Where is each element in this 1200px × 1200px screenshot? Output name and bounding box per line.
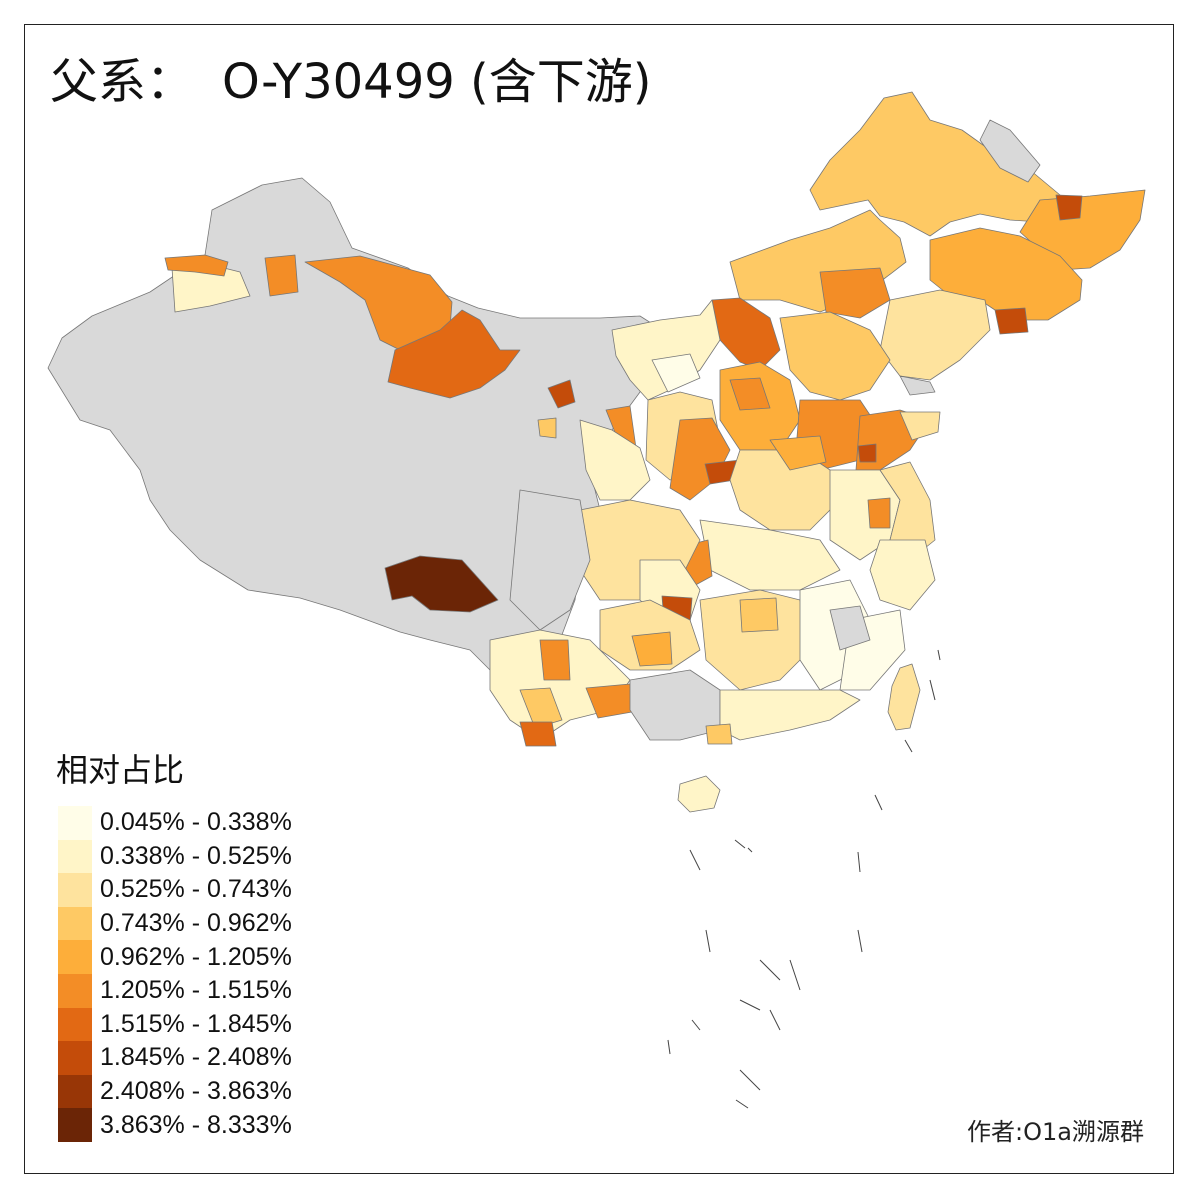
legend-item: 0.962% - 1.205% <box>58 940 292 974</box>
region-hunan <box>699 589 811 691</box>
region-yunnan-orange <box>539 639 571 681</box>
legend-swatch <box>58 1041 92 1075</box>
region-liaoning <box>879 289 991 381</box>
legend-swatch <box>58 1007 92 1042</box>
region-yunnan-xishuang <box>519 721 557 747</box>
author-credit: 作者:O1a溯源群 <box>967 1118 1144 1146</box>
region-inner-mongolia-hohhot <box>711 297 781 371</box>
legend-swatch <box>58 839 92 874</box>
region-inner-mongolia-mid <box>819 267 891 319</box>
legend-item: 0.045% - 0.338% <box>58 806 292 840</box>
legend-swatch <box>58 1074 92 1109</box>
region-yunnan <box>489 629 631 741</box>
legend-label: 1.205% - 1.515% <box>100 976 292 1005</box>
region-shandong-east <box>899 411 941 441</box>
legend-swatch <box>58 806 92 840</box>
region-xj-tacheng <box>164 254 229 277</box>
legend-item: 1.515% - 1.845% <box>58 1007 292 1042</box>
legend: 0.045% - 0.338% 0.338% - 0.525% 0.525% - 0… <box>58 806 292 1142</box>
region-guangdong-orange <box>705 723 733 745</box>
legend-item: 2.408% - 3.863% <box>58 1074 292 1109</box>
legend-label: 1.515% - 1.845% <box>100 1009 292 1038</box>
title-prefix: 父系： <box>50 54 195 110</box>
legend-label: 1.845% - 2.408% <box>100 1043 292 1072</box>
legend-swatch <box>58 906 92 941</box>
region-guizhou-orange <box>631 631 673 667</box>
region-heilongjiang-north <box>809 91 1071 237</box>
legend-title: 相对占比 <box>56 751 185 789</box>
legend-label: 0.962% - 1.205% <box>100 942 292 971</box>
legend-item: 3.863% - 8.333% <box>58 1108 292 1142</box>
region-nodata-ne <box>979 119 1041 183</box>
region-xj-bortala <box>264 254 299 297</box>
legend-label: 0.338% - 0.525% <box>100 841 292 870</box>
region-xj-turpan <box>387 309 521 399</box>
region-inner-mongolia-west <box>611 299 721 401</box>
region-sichuan-west <box>509 489 591 631</box>
region-shaanxi-mid <box>669 417 731 501</box>
region-jiangsu-orange <box>867 497 891 529</box>
title-haplogroup: O-Y30499 (含下游) <box>222 54 652 110</box>
region-nodata-liaodong <box>899 375 936 396</box>
region-gansu-east <box>579 419 651 501</box>
legend-swatch <box>58 973 92 1008</box>
region-hunan-orange <box>739 597 779 633</box>
region-qinghai-haixi <box>547 379 576 409</box>
region-yunnan-south <box>519 687 563 729</box>
legend-item: 0.525% - 0.743% <box>58 873 292 907</box>
legend-label: 3.863% - 8.333% <box>100 1110 292 1139</box>
legend-item: 1.845% - 2.408% <box>58 1041 292 1075</box>
legend-swatch <box>58 873 92 907</box>
region-taiwan <box>887 663 921 731</box>
south-china-sea-islands <box>667 649 941 1109</box>
region-hebei-north <box>779 311 891 401</box>
legend-item: 1.205% - 1.515% <box>58 973 292 1008</box>
legend-label: 2.408% - 3.863% <box>100 1077 292 1106</box>
region-henan-orange <box>769 435 827 471</box>
region-hubei <box>699 519 841 591</box>
region-guangxi <box>629 669 721 741</box>
region-jilin-dark <box>994 307 1029 335</box>
map-title: 父系： O-Y30499 (含下游) <box>50 58 652 106</box>
region-fujian-gray <box>829 605 871 651</box>
region-shanxi-patch <box>729 377 771 411</box>
legend-label: 0.045% - 0.338% <box>100 808 292 837</box>
legend-label: 0.743% - 0.962% <box>100 909 292 938</box>
region-zhejiang <box>869 539 936 611</box>
region-tibet-shannan <box>384 555 499 613</box>
region-hainan <box>677 775 721 813</box>
legend-swatch <box>58 1108 92 1142</box>
region-guangdong <box>719 689 861 741</box>
legend-swatch <box>58 940 92 974</box>
legend-label: 0.525% - 0.743% <box>100 875 292 904</box>
region-nm-white <box>651 353 701 393</box>
legend-item: 0.743% - 0.962% <box>58 906 292 941</box>
region-shandong-dark <box>857 443 877 463</box>
region-heilongjiang-dark <box>1055 194 1083 221</box>
region-qinghai-dot <box>537 417 557 439</box>
legend-item: 0.338% - 0.525% <box>58 839 292 874</box>
